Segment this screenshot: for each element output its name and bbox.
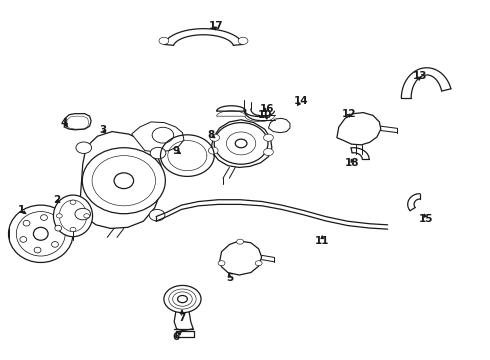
Text: 15: 15 — [418, 214, 433, 224]
Ellipse shape — [51, 242, 58, 247]
Ellipse shape — [159, 37, 169, 44]
Polygon shape — [64, 114, 91, 130]
Ellipse shape — [76, 142, 92, 153]
Text: 7: 7 — [178, 313, 185, 323]
Ellipse shape — [255, 261, 262, 266]
Ellipse shape — [152, 127, 173, 143]
Ellipse shape — [23, 220, 30, 226]
Text: 16: 16 — [260, 104, 274, 114]
Polygon shape — [220, 241, 262, 275]
Ellipse shape — [55, 225, 62, 231]
Ellipse shape — [8, 205, 73, 262]
Ellipse shape — [208, 147, 218, 154]
Text: 2: 2 — [53, 195, 60, 205]
Ellipse shape — [238, 37, 248, 44]
Ellipse shape — [33, 227, 48, 240]
Polygon shape — [337, 113, 381, 145]
Ellipse shape — [70, 200, 76, 204]
Ellipse shape — [41, 215, 48, 220]
Ellipse shape — [264, 134, 273, 141]
Text: 3: 3 — [99, 125, 107, 135]
Ellipse shape — [70, 227, 76, 231]
Polygon shape — [211, 120, 272, 167]
Ellipse shape — [20, 237, 27, 242]
Ellipse shape — [75, 208, 91, 220]
Ellipse shape — [218, 261, 225, 266]
Text: 6: 6 — [172, 332, 179, 342]
Text: 17: 17 — [208, 21, 223, 31]
Ellipse shape — [53, 195, 93, 237]
Text: 14: 14 — [294, 96, 309, 106]
Ellipse shape — [164, 285, 201, 313]
Ellipse shape — [264, 148, 273, 156]
Text: 13: 13 — [413, 71, 427, 81]
Ellipse shape — [237, 239, 244, 244]
Ellipse shape — [56, 214, 62, 218]
Ellipse shape — [177, 296, 187, 303]
Ellipse shape — [114, 173, 134, 189]
Polygon shape — [269, 118, 290, 133]
Ellipse shape — [34, 247, 41, 253]
Text: 4: 4 — [61, 118, 68, 128]
Ellipse shape — [82, 148, 165, 214]
Ellipse shape — [214, 123, 268, 164]
Ellipse shape — [84, 214, 90, 218]
Text: 8: 8 — [207, 130, 215, 140]
Ellipse shape — [210, 134, 220, 141]
Text: 10: 10 — [258, 111, 273, 121]
Text: 5: 5 — [226, 273, 233, 283]
Polygon shape — [80, 132, 161, 228]
Ellipse shape — [149, 210, 165, 221]
Text: 1: 1 — [18, 206, 25, 216]
Ellipse shape — [150, 147, 166, 159]
Text: 11: 11 — [315, 236, 329, 246]
Polygon shape — [132, 122, 184, 152]
Ellipse shape — [235, 139, 247, 148]
Text: 12: 12 — [342, 109, 356, 119]
Text: 18: 18 — [345, 158, 360, 168]
Text: 9: 9 — [172, 145, 179, 156]
